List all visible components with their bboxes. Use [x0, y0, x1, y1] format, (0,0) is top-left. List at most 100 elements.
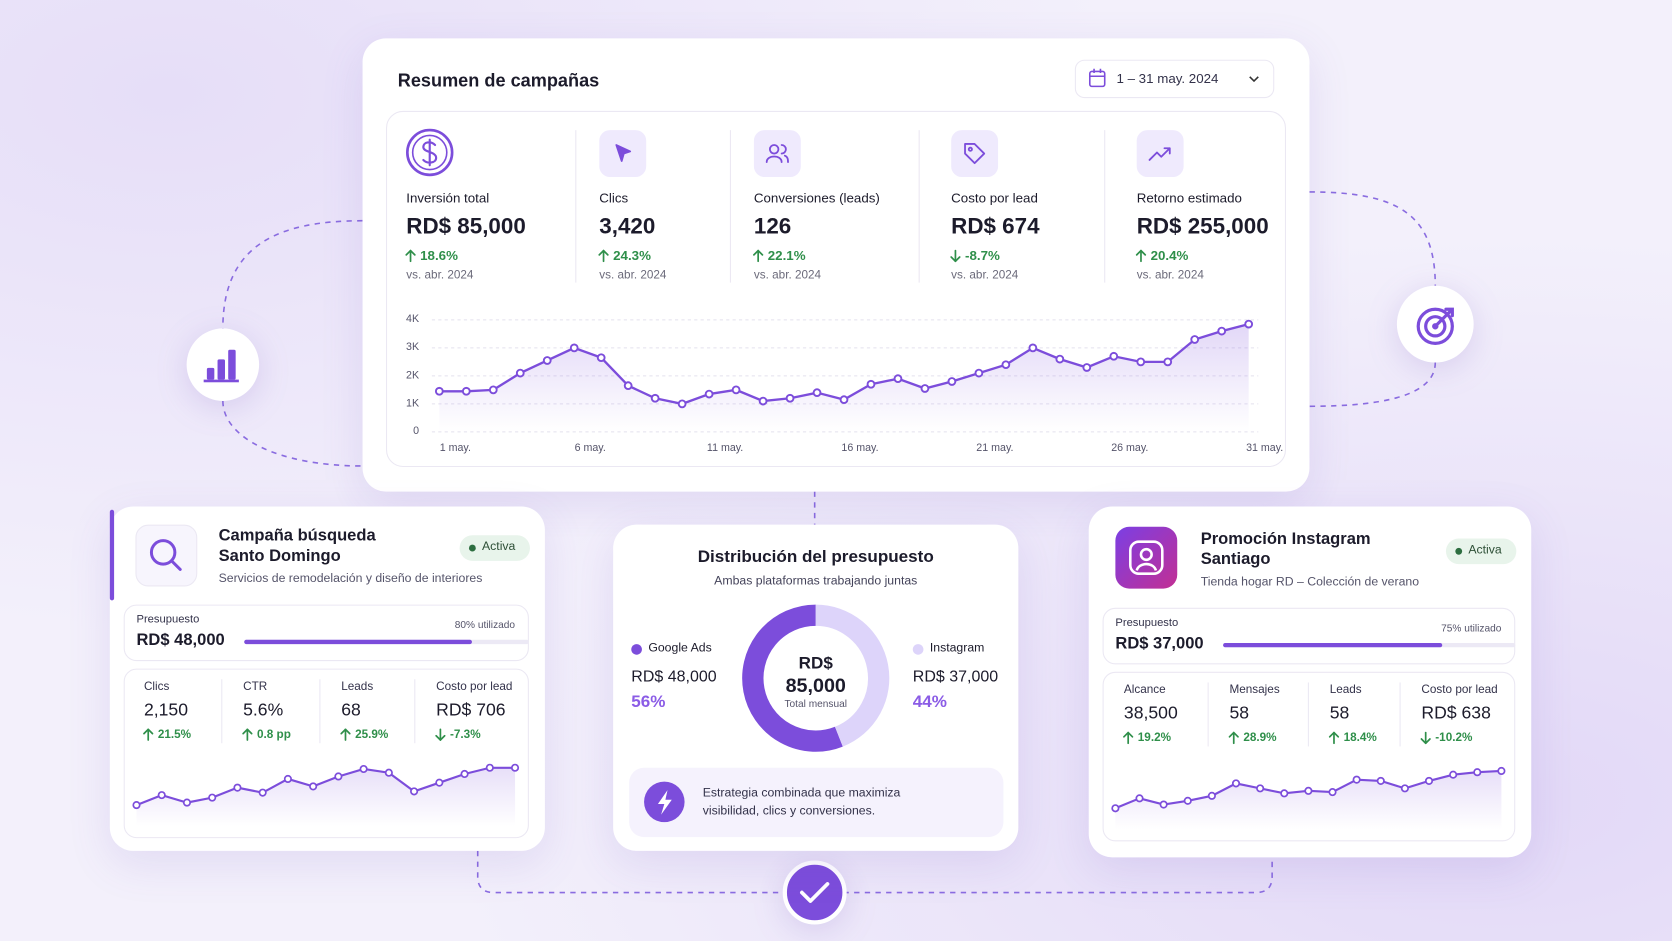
- metric-value: 58: [1229, 703, 1250, 723]
- sparkline-point: [157, 791, 166, 800]
- campaign-title: Santo Domingo: [218, 547, 341, 566]
- status-dot: [1455, 547, 1463, 555]
- search-icon: [149, 539, 182, 571]
- arrow-head: [242, 728, 253, 735]
- x-tick-label: 1 may.: [439, 442, 471, 455]
- point: [893, 374, 903, 384]
- point: [1001, 360, 1011, 370]
- sparkline-point: [309, 782, 318, 791]
- metric-change: 18.4%: [1343, 730, 1377, 744]
- trend-arrow: [405, 249, 416, 263]
- icon-glyph: [615, 144, 632, 162]
- icon-glyph: [1148, 147, 1171, 161]
- tag: [964, 143, 986, 165]
- sparkline-point: [485, 763, 494, 772]
- point: [1082, 363, 1092, 372]
- donut-segment: [742, 604, 843, 752]
- point: [569, 343, 579, 353]
- trend-arrow: [598, 249, 609, 263]
- kpi-change: 20.4%: [1150, 248, 1189, 264]
- point: [704, 389, 714, 399]
- head: [1139, 547, 1153, 562]
- metric-change: 0.8 pp: [256, 727, 291, 741]
- sparkline-point: [410, 787, 419, 796]
- kpi-change: -8.7%: [965, 248, 1000, 264]
- sparkline-point: [283, 774, 292, 784]
- point: [920, 384, 930, 393]
- point: [785, 393, 795, 403]
- sparkline-point: [1449, 770, 1458, 779]
- sparkline-area: [1115, 770, 1502, 830]
- metric-label: Costo por lead: [436, 679, 513, 693]
- trend-arrow: [950, 249, 961, 263]
- sparkline-point: [1280, 789, 1289, 798]
- trend-arrow: [1135, 249, 1147, 263]
- sparkline-point: [359, 764, 368, 774]
- metric-value: 2,150: [143, 700, 188, 720]
- user: [765, 144, 789, 163]
- distribution-subtitle: Ambas plataformas trabajando juntas: [714, 575, 918, 588]
- icon-glyph: [422, 138, 438, 167]
- usage-label: 75% utilizado: [1441, 623, 1502, 635]
- point: [974, 368, 984, 378]
- kpi-icon: [406, 128, 454, 177]
- point: [947, 377, 957, 386]
- budget-label: Presupuesto: [136, 612, 200, 626]
- note-panel: [629, 767, 1004, 838]
- note: Estrategia combinada que maximiza visibi…: [702, 786, 901, 818]
- arrow-head: [1135, 249, 1147, 256]
- chevron: [1249, 76, 1259, 83]
- legend-name: Instagram: [929, 642, 985, 655]
- budget: RD$ 37,000: [1115, 634, 1204, 653]
- point: [1217, 326, 1227, 336]
- metric-value: 38,500: [1123, 703, 1178, 723]
- point: [1136, 357, 1146, 367]
- status: Activa: [1468, 544, 1502, 557]
- kpi-compare: vs. abr. 2024: [1136, 268, 1204, 281]
- sparkline-point: [510, 763, 520, 772]
- kpi-label: Inversión total: [406, 190, 490, 206]
- legend-amount: RD$ 48,000: [631, 666, 717, 686]
- metric-label: Mensajes: [1229, 682, 1280, 696]
- tag-hole: [967, 146, 973, 152]
- trend-arrow: [242, 728, 253, 741]
- target-badge: [1396, 285, 1474, 363]
- sparkline-point: [1159, 800, 1168, 809]
- center-caption: Total mensual: [784, 698, 847, 711]
- status-dot: [468, 544, 476, 552]
- handle: [170, 559, 182, 571]
- point: [1244, 319, 1254, 329]
- arrow-head: [598, 249, 609, 256]
- campaign-title: Promoción Instagram: [1200, 530, 1371, 549]
- y-tick-label: 1K: [406, 397, 420, 410]
- point: [1028, 343, 1038, 353]
- x-tick-label: 26 may.: [1111, 442, 1149, 455]
- legend-share: 44%: [912, 693, 947, 712]
- icon-ring: [411, 134, 448, 171]
- campaign-subtitle: Tienda hogar RD – Colección de verano: [1200, 576, 1420, 589]
- x-tick-label: 31 may.: [1246, 442, 1284, 455]
- sparkline-point: [1231, 779, 1241, 788]
- x-tick-label: 6 may.: [574, 442, 606, 455]
- metric-label: CTR: [243, 679, 268, 693]
- x-tick-label: 16 may.: [841, 442, 879, 455]
- kpi-value: 3,420: [599, 213, 656, 239]
- point: [1163, 357, 1173, 367]
- y-tick-label: 2K: [406, 369, 420, 382]
- sparkline-point: [334, 772, 343, 781]
- point: [488, 385, 498, 395]
- metric-change: -10.2%: [1435, 730, 1473, 744]
- sparkline-point: [1352, 775, 1361, 784]
- budget-label: Presupuesto: [1115, 616, 1179, 629]
- kpi-label: Clics: [599, 190, 629, 206]
- trend-arrow: [435, 728, 446, 741]
- kpi-icon: [1136, 130, 1184, 178]
- icon-glyph: [765, 144, 789, 163]
- trend-arrow: [1420, 731, 1431, 745]
- center-value: RD$: [798, 654, 833, 673]
- sparkline-point: [1376, 776, 1385, 785]
- kpi-value: RD$ 255,000: [1136, 213, 1269, 239]
- sparkline-point: [384, 768, 393, 777]
